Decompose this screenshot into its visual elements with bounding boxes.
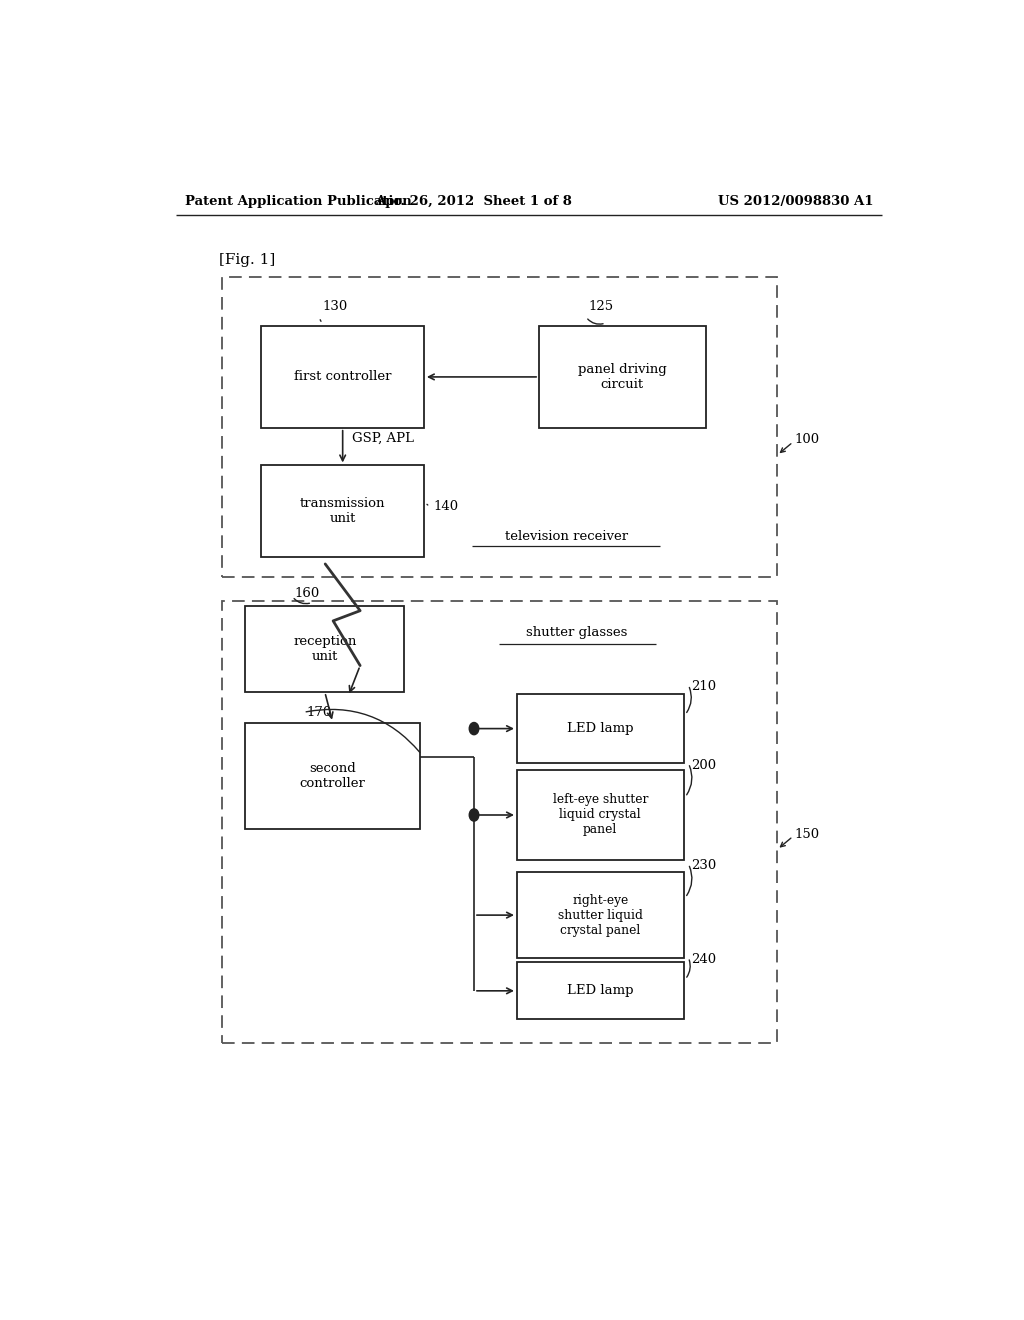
Bar bbox=[221, 601, 777, 1043]
Text: LED lamp: LED lamp bbox=[567, 722, 634, 735]
Text: 130: 130 bbox=[323, 300, 348, 313]
Bar bbox=[261, 466, 424, 557]
Text: right-eye
shutter liquid
crystal panel: right-eye shutter liquid crystal panel bbox=[558, 894, 643, 937]
Bar bbox=[517, 694, 684, 763]
Text: 200: 200 bbox=[691, 759, 717, 772]
Text: 100: 100 bbox=[795, 433, 820, 446]
Text: panel driving
circuit: panel driving circuit bbox=[578, 363, 667, 391]
Text: 230: 230 bbox=[691, 859, 717, 873]
Text: shutter glasses: shutter glasses bbox=[526, 626, 628, 639]
Text: 240: 240 bbox=[691, 953, 717, 966]
Circle shape bbox=[469, 809, 479, 821]
Bar bbox=[261, 326, 424, 428]
Circle shape bbox=[469, 722, 479, 735]
Text: [Fig. 1]: [Fig. 1] bbox=[219, 253, 275, 267]
Text: first controller: first controller bbox=[294, 371, 391, 383]
Bar bbox=[517, 771, 684, 859]
Text: 140: 140 bbox=[433, 499, 459, 512]
Text: 125: 125 bbox=[588, 300, 613, 313]
Text: US 2012/0098830 A1: US 2012/0098830 A1 bbox=[719, 194, 873, 207]
Text: 150: 150 bbox=[795, 828, 820, 841]
Bar bbox=[246, 722, 420, 829]
Bar bbox=[221, 277, 777, 577]
Text: left-eye shutter
liquid crystal
panel: left-eye shutter liquid crystal panel bbox=[553, 793, 648, 837]
Text: LED lamp: LED lamp bbox=[567, 985, 634, 998]
Text: reception
unit: reception unit bbox=[293, 635, 356, 663]
Text: transmission
unit: transmission unit bbox=[300, 498, 385, 525]
Bar bbox=[539, 326, 706, 428]
Text: 160: 160 bbox=[295, 587, 319, 599]
Text: 170: 170 bbox=[306, 706, 332, 719]
Text: television receiver: television receiver bbox=[505, 529, 628, 543]
Text: GSP, APL: GSP, APL bbox=[352, 432, 414, 445]
Text: second
controller: second controller bbox=[300, 762, 366, 789]
Bar bbox=[246, 606, 404, 692]
Text: Apr. 26, 2012  Sheet 1 of 8: Apr. 26, 2012 Sheet 1 of 8 bbox=[375, 194, 571, 207]
Text: 210: 210 bbox=[691, 680, 717, 693]
Bar bbox=[517, 873, 684, 958]
Text: Patent Application Publication: Patent Application Publication bbox=[185, 194, 412, 207]
Bar bbox=[517, 962, 684, 1019]
